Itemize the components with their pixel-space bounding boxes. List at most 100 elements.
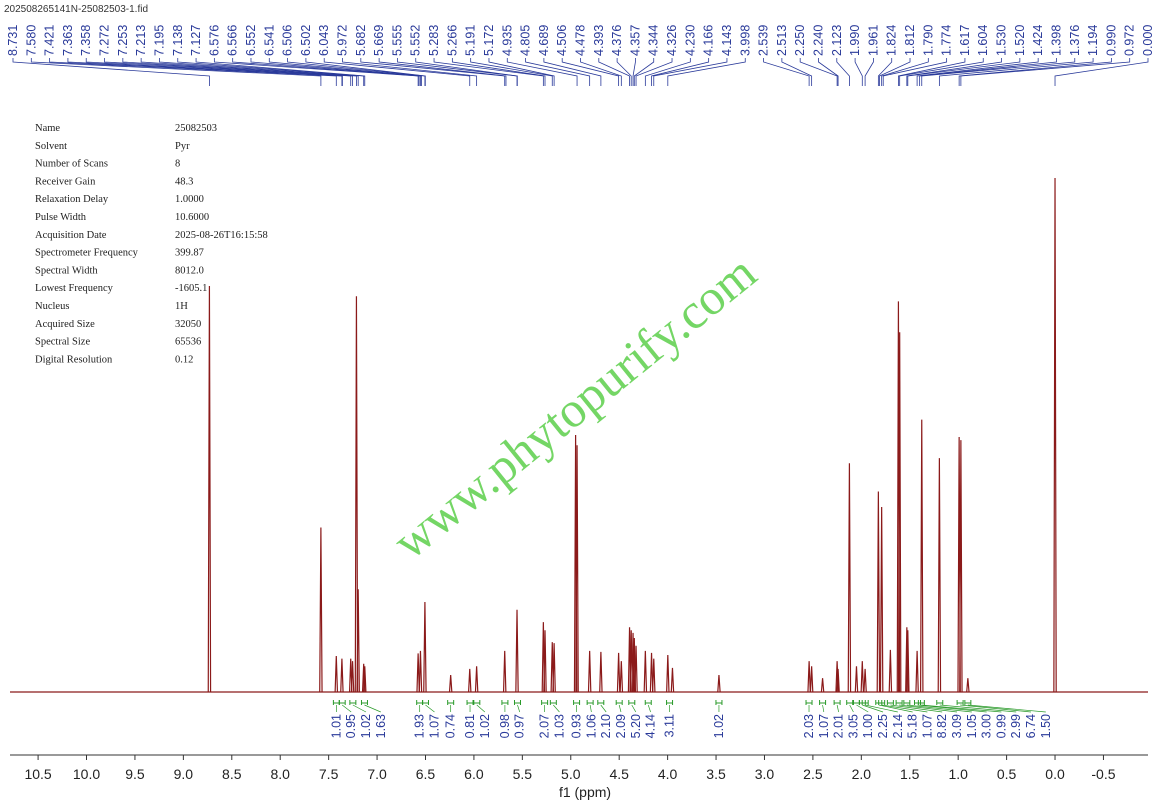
param-value: 399.87	[175, 248, 204, 259]
peak-connector	[232, 58, 420, 86]
peak-label: 1.424	[1031, 25, 1045, 56]
peak	[807, 661, 811, 693]
peak	[474, 666, 479, 693]
integral-connector	[856, 704, 869, 713]
param-name: Spectral Size	[35, 337, 90, 348]
param-value: 2025-08-26T16:15:58	[175, 230, 268, 241]
peak-connector	[635, 58, 673, 86]
integral-bracket	[895, 700, 903, 705]
peak-label: 0.972	[1123, 25, 1137, 56]
peak-connector	[919, 58, 1057, 86]
peak	[876, 491, 881, 693]
peak-connector	[177, 58, 365, 86]
peak-label: 4.805	[519, 25, 533, 56]
peak	[467, 668, 472, 693]
file-name: 202508265141N-25082503-1.fid	[4, 4, 148, 15]
param-name: Receiver Gain	[35, 176, 96, 187]
peak-connector	[506, 58, 578, 86]
integral-connector	[836, 704, 839, 713]
integral-bracket	[615, 700, 623, 705]
param-value: Pyr	[175, 141, 190, 152]
peak-label: 1.617	[958, 25, 972, 56]
peak-connector	[305, 58, 426, 86]
peak	[423, 602, 427, 693]
integral-label: 1.02	[478, 714, 492, 738]
x-tick-label: 2.0	[852, 766, 872, 782]
peak	[354, 296, 359, 693]
integral-label: 1.93	[413, 714, 427, 738]
integral-connector	[881, 704, 928, 713]
param-value: 65536	[175, 337, 201, 348]
peak	[649, 652, 654, 693]
peak-connector	[360, 58, 506, 86]
integral-label: 5.20	[629, 714, 643, 738]
x-tick-label: 10.0	[73, 766, 100, 782]
integral-bracket	[666, 700, 674, 705]
peak-connector	[907, 58, 1021, 86]
peak-connector	[470, 58, 553, 86]
peak-label: 2.513	[775, 25, 789, 56]
integral-connector	[939, 704, 1017, 713]
integral-label: 2.03	[802, 714, 816, 738]
integral-connector	[618, 704, 622, 713]
peak-label: 4.689	[537, 25, 551, 56]
peak	[919, 419, 924, 693]
x-tick-label: 3.0	[755, 766, 775, 782]
x-tick-label: -0.5	[1091, 766, 1115, 782]
peak-connector	[580, 58, 622, 86]
x-tick-label: 8.0	[270, 766, 290, 782]
peak-connector	[958, 58, 1112, 86]
peak	[416, 653, 420, 693]
peak	[860, 661, 865, 693]
integral-label: 1.07	[427, 714, 441, 738]
integral-bracket	[956, 700, 964, 705]
integral-connector	[600, 704, 607, 713]
peak-label: 1.398	[1049, 25, 1063, 56]
peak-label: 6.576	[207, 25, 221, 56]
peak	[599, 651, 603, 693]
peak-label: 7.127	[189, 25, 203, 56]
integral-bracket	[466, 700, 474, 705]
integral-label: 2.09	[614, 714, 628, 738]
peak	[502, 650, 507, 693]
peak-label: 6.552	[244, 25, 258, 56]
peak	[915, 650, 919, 693]
peak-connector	[67, 58, 343, 86]
x-tick-label: 3.5	[706, 766, 726, 782]
integral-bracket	[964, 700, 972, 705]
peak-label: 5.972	[336, 25, 350, 56]
peak-connector	[864, 58, 874, 86]
param-value: 32050	[175, 319, 201, 330]
peak	[1053, 177, 1057, 693]
integral-label: 1.05	[965, 714, 979, 738]
param-value: 8012.0	[175, 265, 204, 276]
peak	[643, 650, 648, 693]
peak-label: 1.990	[848, 25, 862, 56]
peak-connector	[882, 58, 948, 86]
peak-connector	[916, 58, 1039, 86]
peak-label: 5.266	[445, 25, 459, 56]
integral-label: 6.74	[1024, 714, 1038, 738]
peak-label: 6.541	[262, 25, 276, 56]
peak-connector	[781, 58, 813, 86]
peak-connector	[488, 58, 555, 86]
integral-connector	[865, 704, 898, 713]
peak-connector	[323, 58, 471, 86]
peak-label: 3.998	[738, 25, 752, 56]
peak-connector	[525, 58, 591, 86]
peak-connector	[49, 58, 337, 86]
integral-label: 1.50	[1039, 714, 1053, 738]
integral-connector	[890, 704, 943, 713]
x-tick-label: 9.0	[174, 766, 194, 782]
peak-connector	[415, 58, 518, 86]
integral-label: 0.81	[463, 714, 477, 738]
integral-label: 1.01	[329, 714, 343, 738]
integral-connector	[517, 704, 521, 713]
integral-label: 1.63	[374, 714, 388, 738]
peak-label: 5.552	[409, 25, 423, 56]
param-value: -1605.1	[175, 283, 207, 294]
integral-connector	[960, 704, 1032, 713]
peak	[959, 440, 963, 693]
x-tick-label: 8.5	[222, 766, 242, 782]
param-name: Relaxation Delay	[35, 194, 109, 205]
